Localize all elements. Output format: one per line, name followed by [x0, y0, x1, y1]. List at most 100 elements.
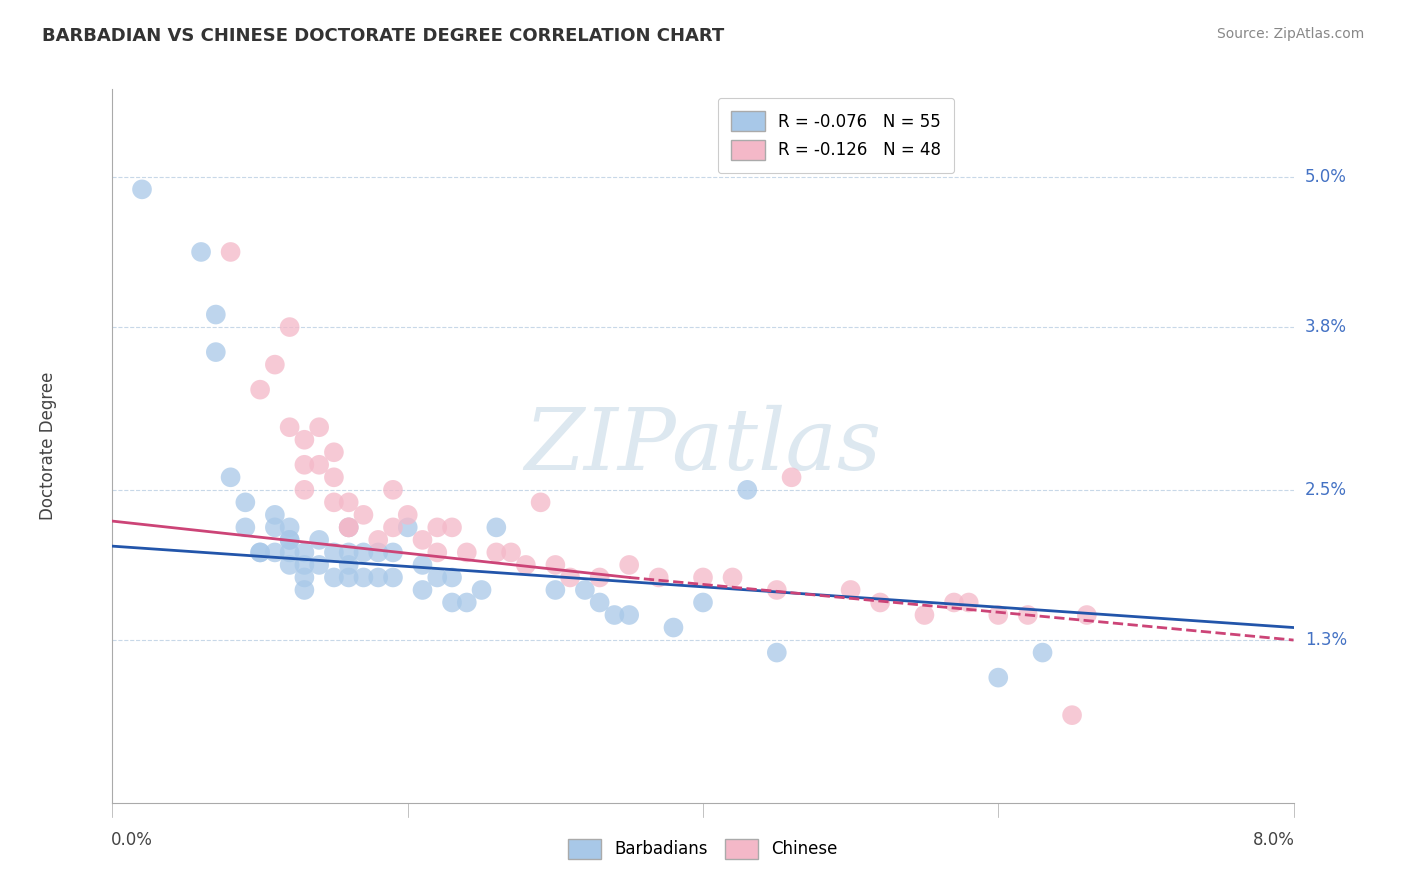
Point — [264, 545, 287, 559]
Text: 2.5%: 2.5% — [1305, 481, 1347, 499]
Point — [869, 595, 891, 609]
Point — [249, 383, 271, 397]
Point — [588, 570, 610, 584]
Point — [367, 545, 389, 559]
Point — [839, 582, 862, 597]
Point — [544, 582, 567, 597]
Point — [382, 545, 405, 559]
Point — [367, 570, 389, 584]
Point — [544, 558, 567, 572]
Point — [471, 582, 494, 597]
Point — [233, 520, 256, 534]
Legend: Barbadians, Chinese: Barbadians, Chinese — [561, 832, 845, 866]
Point — [529, 495, 551, 509]
Point — [323, 570, 346, 584]
Point — [412, 582, 434, 597]
Text: BARBADIAN VS CHINESE DOCTORATE DEGREE CORRELATION CHART: BARBADIAN VS CHINESE DOCTORATE DEGREE CO… — [42, 27, 724, 45]
Point — [278, 533, 301, 547]
Point — [219, 244, 242, 259]
Point — [780, 470, 803, 484]
Point — [337, 545, 360, 559]
Point — [352, 545, 374, 559]
Point — [337, 495, 360, 509]
Point — [337, 520, 360, 534]
Point — [1032, 646, 1054, 660]
Point — [219, 470, 242, 484]
Point — [574, 582, 596, 597]
Point — [292, 570, 315, 584]
Point — [485, 520, 508, 534]
Text: ZIPatlas: ZIPatlas — [524, 405, 882, 487]
Point — [308, 558, 330, 572]
Point — [337, 558, 360, 572]
Point — [737, 483, 759, 497]
Point — [721, 570, 744, 584]
Point — [352, 508, 374, 522]
Point — [987, 607, 1010, 622]
Point — [278, 533, 301, 547]
Point — [323, 495, 346, 509]
Point — [765, 646, 787, 660]
Point — [278, 420, 301, 434]
Text: 1.3%: 1.3% — [1305, 631, 1347, 649]
Point — [278, 320, 301, 334]
Point — [205, 308, 228, 322]
Point — [292, 545, 315, 559]
Point — [515, 558, 537, 572]
Point — [308, 420, 330, 434]
Text: Doctorate Degree: Doctorate Degree — [38, 372, 56, 520]
Point — [323, 445, 346, 459]
Point — [264, 508, 287, 522]
Point — [412, 533, 434, 547]
Text: 3.8%: 3.8% — [1305, 318, 1347, 336]
Point — [914, 607, 936, 622]
Point — [249, 545, 271, 559]
Point — [396, 508, 419, 522]
Point — [647, 570, 671, 584]
Point — [1062, 708, 1084, 723]
Point — [987, 671, 1010, 685]
Point — [485, 545, 508, 559]
Point — [619, 558, 641, 572]
Point — [131, 182, 153, 196]
Point — [337, 520, 360, 534]
Point — [292, 458, 315, 472]
Point — [278, 520, 301, 534]
Point — [396, 520, 419, 534]
Point — [292, 433, 315, 447]
Point — [352, 570, 374, 584]
Point — [337, 570, 360, 584]
Point — [278, 558, 301, 572]
Point — [426, 570, 449, 584]
Point — [441, 520, 464, 534]
Point — [278, 545, 301, 559]
Point — [441, 595, 464, 609]
Point — [957, 595, 980, 609]
Point — [292, 483, 315, 497]
Point — [692, 570, 714, 584]
Point — [308, 533, 330, 547]
Text: 8.0%: 8.0% — [1253, 831, 1295, 849]
Point — [190, 244, 212, 259]
Point — [662, 621, 685, 635]
Text: 0.0%: 0.0% — [111, 831, 153, 849]
Point — [264, 520, 287, 534]
Point — [337, 520, 360, 534]
Point — [942, 595, 965, 609]
Point — [560, 570, 582, 584]
Point — [441, 570, 464, 584]
Point — [619, 607, 641, 622]
Text: Source: ZipAtlas.com: Source: ZipAtlas.com — [1216, 27, 1364, 41]
Point — [692, 595, 714, 609]
Point — [264, 358, 287, 372]
Point — [456, 545, 478, 559]
Point — [292, 582, 315, 597]
Point — [1076, 607, 1098, 622]
Point — [426, 545, 449, 559]
Point — [323, 545, 346, 559]
Point — [205, 345, 228, 359]
Text: 5.0%: 5.0% — [1305, 168, 1347, 186]
Point — [426, 520, 449, 534]
Point — [292, 558, 315, 572]
Point — [603, 607, 626, 622]
